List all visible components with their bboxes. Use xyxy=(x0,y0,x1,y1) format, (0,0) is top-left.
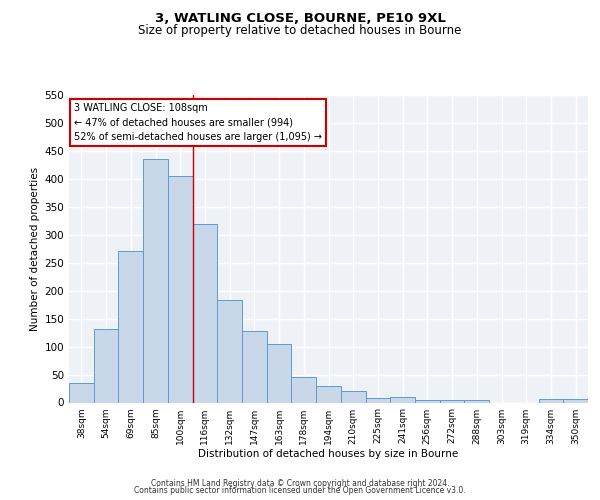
Bar xyxy=(69,383,94,402)
Text: 3, WATLING CLOSE, BOURNE, PE10 9XL: 3, WATLING CLOSE, BOURNE, PE10 9XL xyxy=(155,12,445,26)
Bar xyxy=(316,386,341,402)
Bar xyxy=(539,398,563,402)
Bar xyxy=(390,397,415,402)
Text: Contains public sector information licensed under the Open Government Licence v3: Contains public sector information licen… xyxy=(134,486,466,495)
X-axis label: Distribution of detached houses by size in Bourne: Distribution of detached houses by size … xyxy=(199,450,458,460)
Bar xyxy=(341,392,365,402)
Bar xyxy=(563,398,588,402)
Bar xyxy=(118,251,143,402)
Bar xyxy=(415,400,440,402)
Bar xyxy=(94,328,118,402)
Text: Size of property relative to detached houses in Bourne: Size of property relative to detached ho… xyxy=(139,24,461,37)
Bar xyxy=(292,378,316,402)
Bar xyxy=(217,300,242,403)
Bar xyxy=(168,176,193,402)
Bar xyxy=(267,344,292,403)
Bar xyxy=(242,332,267,402)
Bar xyxy=(365,398,390,402)
Bar xyxy=(464,400,489,402)
Text: Contains HM Land Registry data © Crown copyright and database right 2024.: Contains HM Land Registry data © Crown c… xyxy=(151,478,449,488)
Text: 3 WATLING CLOSE: 108sqm
← 47% of detached houses are smaller (994)
52% of semi-d: 3 WATLING CLOSE: 108sqm ← 47% of detache… xyxy=(74,102,322,142)
Bar xyxy=(440,400,464,402)
Bar xyxy=(193,224,217,402)
Bar xyxy=(143,160,168,402)
Y-axis label: Number of detached properties: Number of detached properties xyxy=(30,166,40,331)
